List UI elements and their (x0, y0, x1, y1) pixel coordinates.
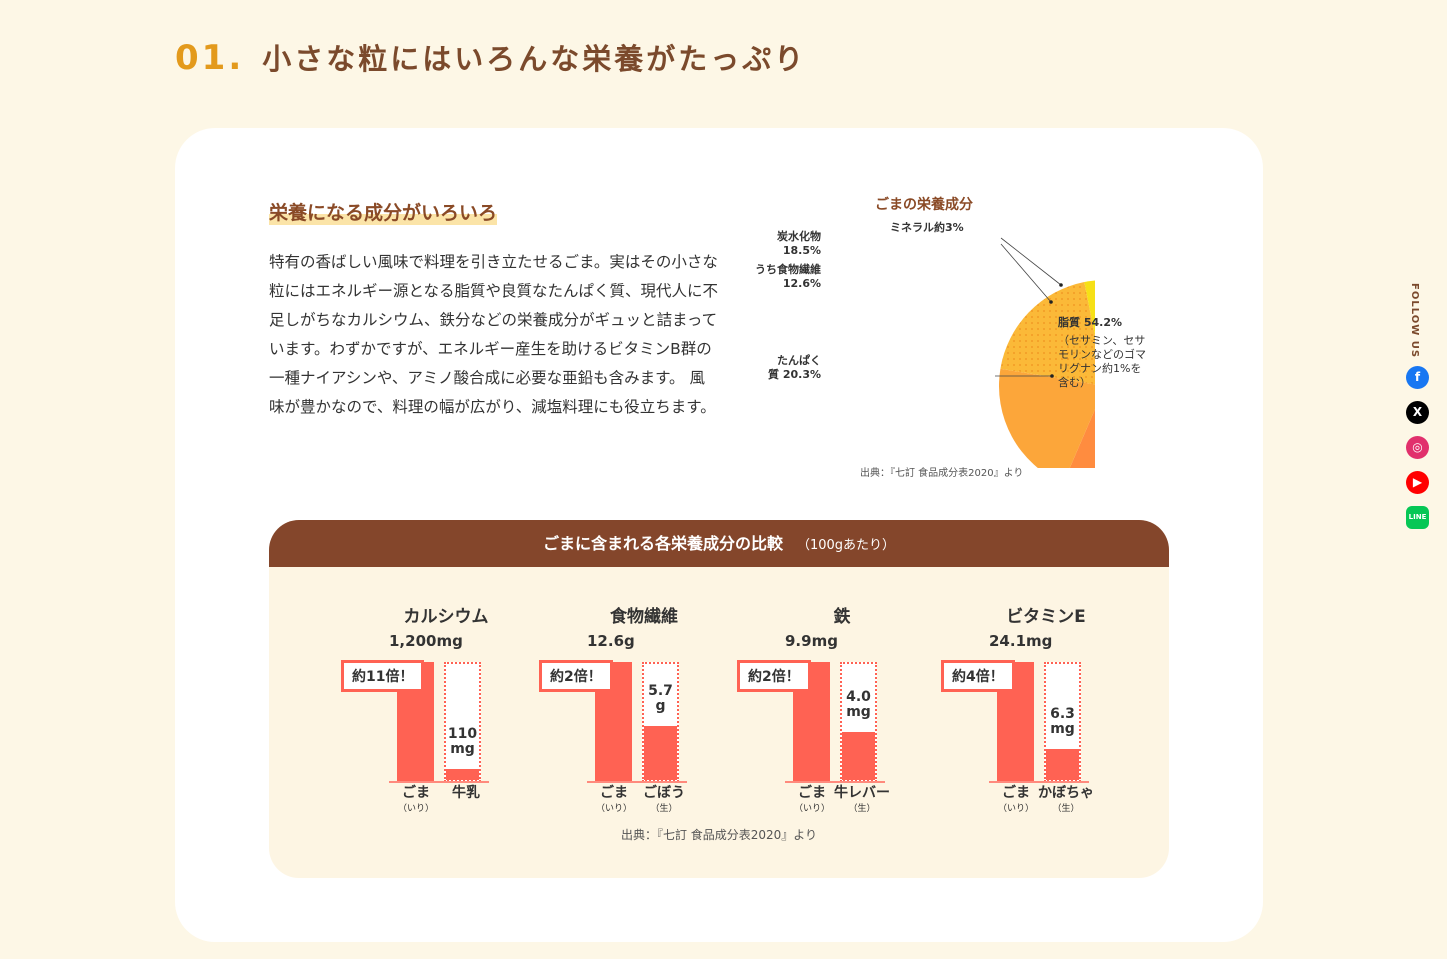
bar-group: ビタミンE 24.1mg 6.3 mg 約4倍！ ごま （いり） かぼちゃ （生） (941, 602, 1111, 822)
bar-other-frame: 4.0 mg (840, 662, 877, 782)
sesame-value: 9.9mg (785, 632, 838, 650)
heading-title: 小さな粒にはいろんな栄養がたっぷり (262, 42, 807, 76)
sesame-value: 1,200mg (389, 632, 463, 650)
group-title: 食物繊維 (610, 607, 678, 627)
content-card: 栄養になる成分がいろいろ 特有の香ばしい風味で料理を引き立たせるごま。実はその小… (175, 128, 1263, 942)
group-title: ビタミンE (1006, 607, 1086, 627)
x-label-other: かぼちゃ （生） (1038, 785, 1094, 814)
x-label-sesame: ごま （いり） (595, 785, 632, 814)
section-body: 特有の香ばしい風味で料理を引き立たせるごま。実はその小さな粒にはエネルギー源とな… (269, 253, 719, 416)
facebook-icon[interactable]: f (1406, 366, 1429, 389)
pie-label-protein: たんぱく質 20.3% (768, 354, 821, 381)
x-icon[interactable]: X (1406, 401, 1429, 424)
pie-label-fiber: うち食物繊維 12.6% (755, 263, 821, 290)
baseline (989, 781, 1089, 783)
bar-other (644, 725, 677, 780)
x-label-other: ごぼう （生） (643, 785, 685, 814)
bar-source: 出典：『七訂 食品成分表2020』より (620, 828, 818, 842)
pie-leader-dot (1049, 300, 1053, 304)
comparison-panel: ごまに含まれる各栄養成分の比較 （100gあたり） カルシウム 1,200mg 1… (269, 520, 1169, 878)
bar-other-frame: 5.7 g (642, 662, 679, 782)
youtube-icon[interactable]: ▶ (1406, 471, 1429, 494)
sesame-value: 24.1mg (989, 632, 1053, 650)
x-label-other: 牛レバー （生） (834, 785, 890, 814)
bar-group: カルシウム 1,200mg 110 mg 約11倍！ ごま （いり） 牛乳 (341, 602, 511, 822)
group-title: カルシウム (403, 607, 489, 627)
pie-slice-4 (1084, 280, 1095, 336)
pie-title: ごまの栄養成分 (875, 197, 973, 213)
bar-group: 鉄 9.9mg 4.0 mg 約2倍！ ごま （いり） 牛レバー （生） (737, 602, 907, 822)
sesame-value: 12.6g (587, 632, 635, 650)
pie-leader-dot (1059, 283, 1063, 287)
follow-us-label: FOLLOW US (1409, 283, 1420, 359)
ratio-badge: 約11倍！ (341, 660, 425, 692)
line-icon[interactable]: LINE (1406, 506, 1429, 529)
pie-slice-2 (999, 368, 1095, 468)
ratio-badge: 約2倍！ (737, 660, 811, 692)
baseline (785, 781, 885, 783)
section-subtitle: 栄養になる成分がいろいろ (269, 198, 498, 225)
pie-slice-1 (1069, 409, 1095, 468)
x-label-sesame: ごま （いり） (397, 785, 434, 814)
pie-slice-3 (1000, 282, 1095, 385)
group-title: 鉄 (833, 607, 851, 627)
pie-source: 出典：『七訂 食品成分表2020』より (860, 468, 1024, 479)
other-value: 4.0 mg (846, 688, 871, 720)
bar-other-frame: 6.3 mg (1044, 662, 1081, 782)
pie-leader-line (1000, 237, 1062, 286)
bar-other (446, 769, 479, 780)
baseline (389, 781, 489, 783)
page-heading: 01. 小さな粒にはいろんな栄養がたっぷり (175, 36, 806, 78)
x-label-sesame: ごま （いり） (997, 785, 1034, 814)
baseline (587, 781, 687, 783)
x-label-other: 牛乳 (452, 785, 480, 801)
x-label-sesame: ごま （いり） (793, 785, 830, 814)
pie-leader-line (1000, 243, 1052, 303)
ratio-badge: 約2倍！ (539, 660, 613, 692)
heading-number: 01. (175, 38, 245, 78)
bar-group: 食物繊維 12.6g 5.7 g 約2倍！ ごま （いり） ごぼう （生） (539, 602, 709, 822)
bar-other-frame: 110 mg (444, 662, 481, 782)
pie-label-fat: 脂質 54.2% （セサミン、セサモリンなどのゴマリグナン約1%を含む） (1058, 316, 1146, 389)
pie-chart (995, 237, 1095, 468)
other-value: 5.7 g (648, 682, 673, 714)
instagram-icon[interactable]: ◎ (1406, 436, 1429, 459)
bar-other (1046, 748, 1079, 780)
ratio-badge: 約4倍！ (941, 660, 1015, 692)
other-value: 110 mg (447, 726, 478, 757)
pie-label-carbs: 炭水化物 18.5% (777, 230, 821, 257)
pie-label-mineral: ミネラル約3% (890, 221, 964, 234)
other-value: 6.3 mg (1050, 705, 1075, 737)
comparison-header: ごまに含まれる各栄養成分の比較 （100gあたり） (269, 520, 1169, 567)
pie-leader-dot (1050, 374, 1054, 378)
bar-other (842, 731, 875, 780)
